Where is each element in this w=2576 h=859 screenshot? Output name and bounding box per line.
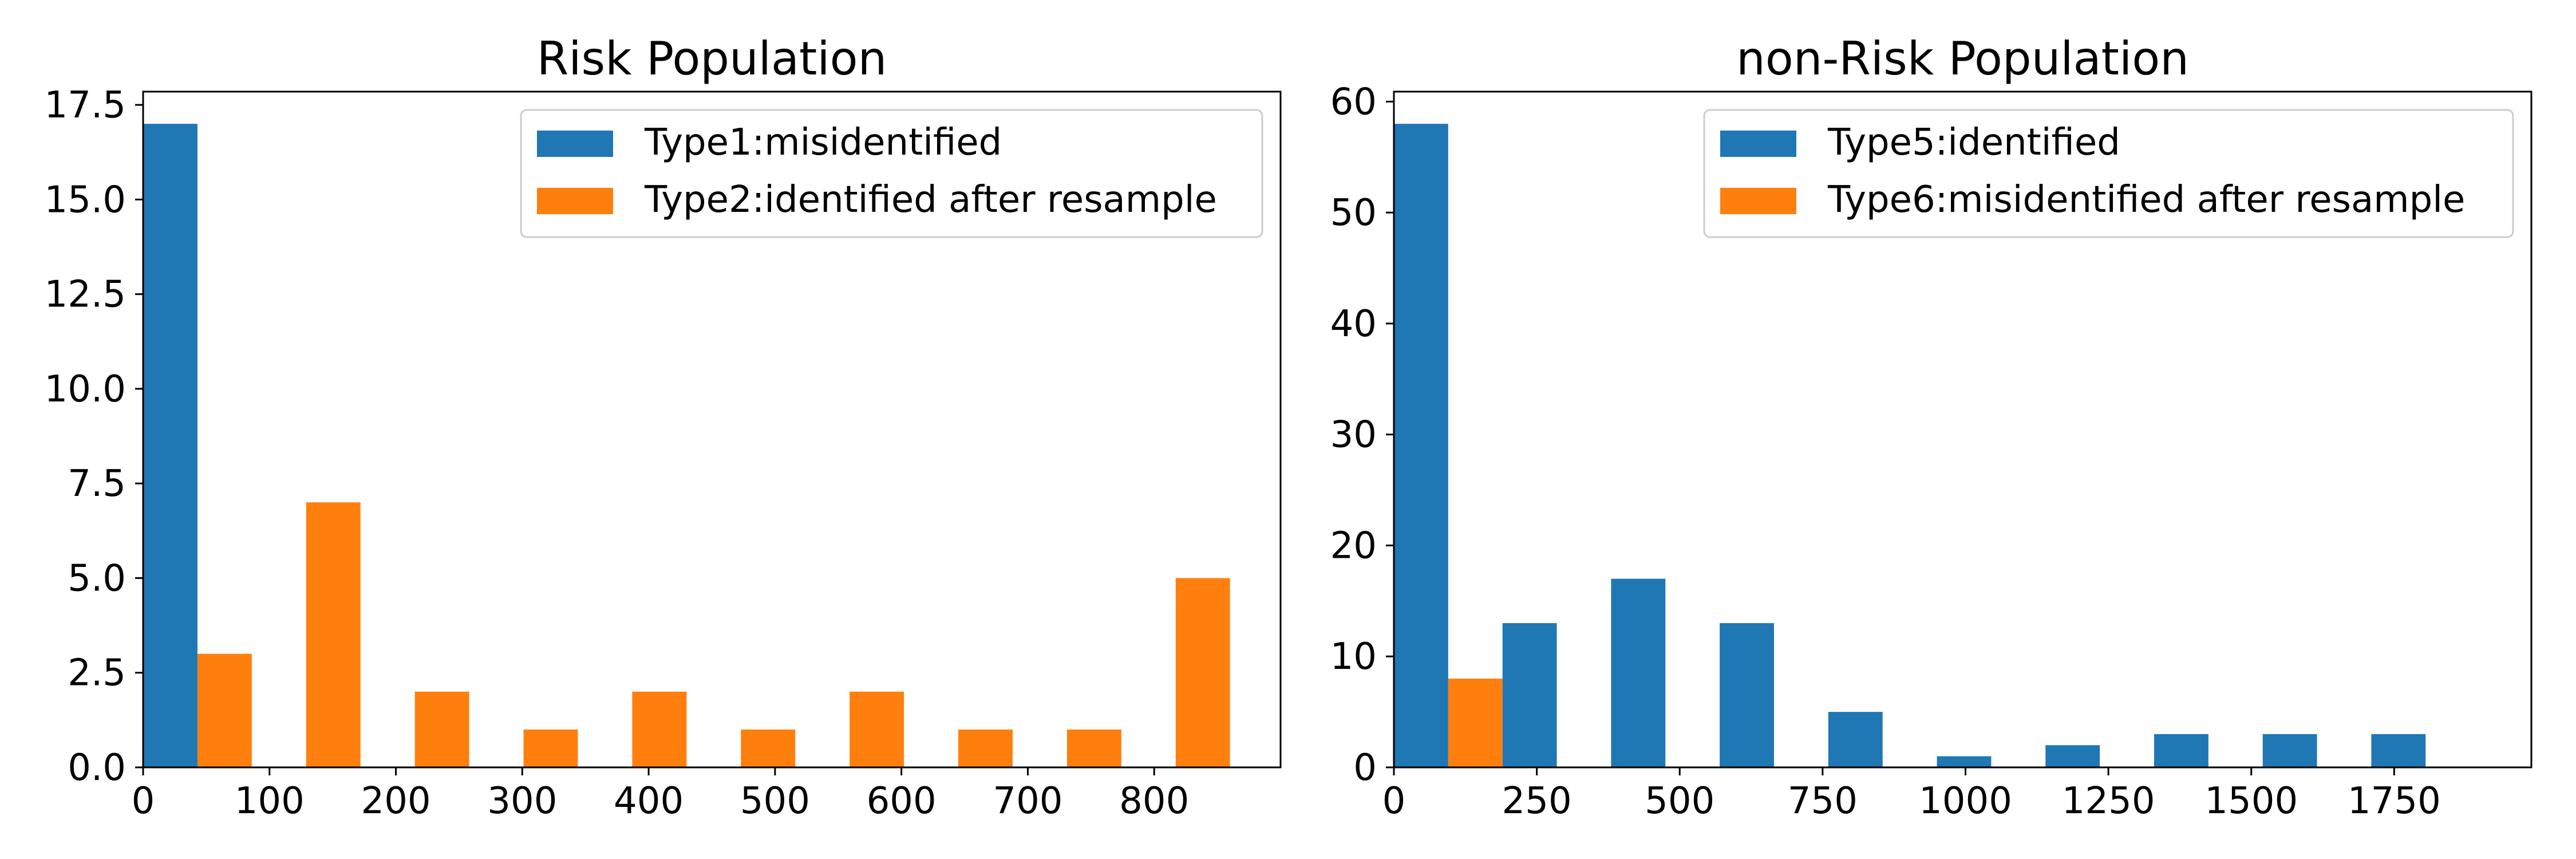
x-tick-label: 1750 [2348, 780, 2441, 822]
y-tick-label: 7.5 [68, 463, 126, 505]
bar-series2-4 [523, 729, 578, 767]
bar-series2-7 [850, 691, 904, 767]
y-tick-label: 40 [1330, 303, 1377, 345]
bar-series2-1 [1448, 678, 1503, 767]
bar-series1-1 [143, 124, 197, 768]
y-tick-label: 0 [1353, 747, 1377, 789]
legend: Type1:misidentified Type2:identified afte… [520, 109, 1263, 238]
bar-series1-3 [1611, 578, 1666, 767]
legend-box [520, 109, 1263, 238]
bar-series1-9 [2262, 734, 2317, 767]
legend-label: Type1:misidentified [644, 121, 1002, 164]
bar-series1-4 [1720, 623, 1774, 767]
x-tick-label: 500 [1645, 780, 1714, 822]
y-tick-label: 10 [1330, 636, 1377, 678]
x-tick-label: 750 [1788, 780, 1858, 822]
bar-series2-1 [197, 653, 252, 767]
y-tick-label: 20 [1330, 525, 1377, 567]
bar-series2-6 [741, 729, 796, 767]
x-tick-label: 400 [614, 780, 683, 822]
x-tick-label: 1000 [1919, 780, 2012, 822]
bar-series1-1 [1394, 124, 1448, 768]
bar-series2-2 [306, 502, 361, 767]
bar-series2-5 [632, 691, 687, 767]
y-tick-label: 12.5 [45, 274, 127, 316]
bar-series1-5 [1828, 712, 1883, 767]
bar-series2-8 [958, 729, 1013, 767]
x-tick-label: 700 [993, 780, 1062, 822]
bar-series2-9 [1066, 729, 1121, 767]
x-tick-label: 500 [740, 780, 810, 822]
y-tick-label: 2.5 [68, 652, 126, 695]
x-tick-label: 600 [867, 780, 937, 822]
y-tick-label: 60 [1330, 81, 1377, 123]
y-tick-label: 15.0 [45, 179, 127, 221]
legend-box [1703, 109, 2514, 238]
x-tick-label: 1250 [2062, 780, 2155, 822]
legend-swatch [1720, 131, 1796, 157]
x-tick-label: 250 [1502, 780, 1572, 822]
axes-frame [142, 90, 1282, 769]
x-tick-label: 1500 [2204, 780, 2298, 822]
bar-series1-2 [1502, 623, 1557, 767]
x-tick-label: 0 [132, 780, 155, 822]
chart-title: non-Risk Population [1736, 32, 2189, 85]
legend-swatch [537, 131, 613, 157]
bar-series1-10 [2371, 734, 2426, 767]
y-tick-label: 10.0 [45, 368, 127, 411]
legend-swatch [1720, 188, 1796, 214]
chart-title: Risk Population [537, 32, 887, 85]
legend-swatch [537, 188, 613, 214]
legend-label: Type2:identified after resample [644, 179, 1217, 221]
bar-series1-8 [2154, 734, 2208, 767]
bar-series1-6 [1937, 756, 1992, 767]
y-tick-label: 17.5 [45, 84, 127, 127]
bar-series2-3 [414, 691, 469, 767]
legend-label: Type6:misidentified after resample [1827, 179, 2465, 221]
x-tick-label: 800 [1119, 780, 1189, 822]
x-tick-label: 300 [487, 780, 557, 822]
y-tick-label: 0.0 [68, 747, 126, 789]
x-tick-label: 0 [1382, 780, 1406, 822]
bar-series1-7 [2045, 745, 2100, 767]
x-tick-label: 200 [361, 780, 430, 822]
x-tick-label: 100 [235, 780, 305, 822]
legend: Type5:identified Type6:misidentified afte… [1703, 109, 2514, 238]
subplot-2: 0 250 500 750 1000 1250 1500 1750 0 10 20 30 40 50 60 n… [1330, 32, 2532, 822]
axes-frame [1393, 90, 2532, 769]
y-tick-label: 5.0 [68, 557, 126, 600]
bar-series2-10 [1175, 578, 1230, 767]
y-tick-label: 50 [1330, 192, 1377, 234]
legend-label: Type5:identified [1827, 121, 2120, 164]
subplot-1: 0 100 200 300 400 500 600 700 800 0.0 2.5 5.0 7.5 10.… [45, 32, 1282, 822]
y-tick-label: 30 [1330, 414, 1377, 456]
